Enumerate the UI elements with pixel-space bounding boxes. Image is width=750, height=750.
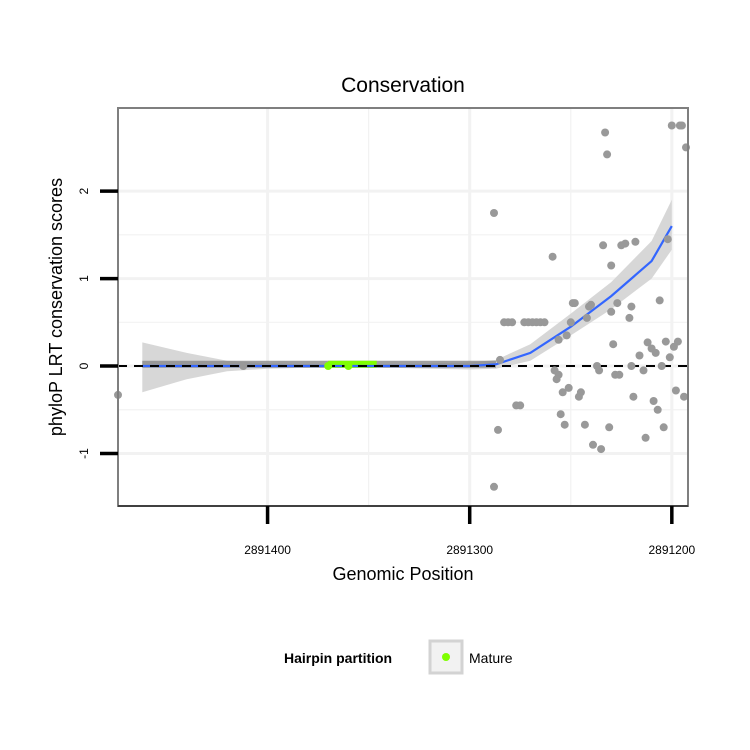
data-point-68 [564, 383, 573, 392]
data-point-38 [603, 150, 612, 159]
y-axis: -1 0 1 2 [77, 187, 118, 459]
data-point-35 [597, 445, 606, 454]
data-point-71 [605, 423, 614, 432]
data-point-77 [659, 423, 668, 432]
data-point-30 [582, 313, 591, 322]
y-axis-title: phyloP LRT conservation scores [46, 178, 66, 436]
grid-lines [118, 108, 688, 506]
data-point-39 [607, 307, 616, 316]
x-tick-label-2: 2891200 [648, 543, 695, 557]
data-point-12 [516, 401, 525, 410]
smooth-confidence-ribbon [142, 199, 672, 393]
data-point-60 [671, 386, 680, 395]
data-point-52 [643, 338, 652, 347]
legend-mature-dot [442, 653, 450, 661]
y-tick-label-2: 1 [77, 275, 91, 282]
x-axis: 2891400 2891300 2891200 [118, 505, 696, 557]
data-point-41 [609, 340, 618, 349]
data-point-63 [677, 121, 686, 130]
legend-label-mature: Mature [469, 650, 513, 666]
data-point-32 [587, 300, 595, 309]
data-point-25 [566, 318, 575, 327]
data-point-79 [669, 342, 678, 351]
x-tick-label-1: 2891300 [446, 543, 493, 557]
data-point-45 [621, 239, 630, 248]
data-point-65 [552, 375, 561, 384]
data-point-4 [490, 209, 498, 217]
data-point-73 [629, 392, 638, 401]
data-point-59 [667, 121, 676, 130]
data-point-18 [540, 318, 549, 327]
data-point-7 [496, 355, 504, 364]
data-point-37 [601, 128, 610, 137]
data-point-67 [560, 420, 569, 429]
data-point-10 [508, 318, 517, 327]
legend-title: Hairpin partition [284, 650, 392, 666]
data-point-5 [494, 425, 502, 434]
data-point-2 [324, 362, 333, 370]
x-tick-label-0: 2891400 [244, 543, 291, 557]
data-point-23 [558, 388, 567, 397]
data-point-51 [639, 366, 648, 375]
data-point-36 [599, 241, 608, 250]
y-tick-label-1: 0 [77, 362, 91, 369]
data-point-19 [548, 252, 557, 261]
data-point-69 [576, 388, 585, 397]
data-point-57 [661, 337, 670, 346]
data-point-56 [657, 362, 666, 370]
plot-panel [114, 107, 690, 507]
legend: Hairpin partition Mature [284, 639, 513, 675]
data-point-6 [490, 482, 498, 491]
data-point-27 [570, 299, 579, 308]
chart-title: Conservation [341, 74, 465, 97]
data-point-74 [641, 433, 650, 442]
data-point-55 [653, 405, 662, 414]
data-point-76 [655, 296, 664, 305]
data-point-46 [625, 313, 634, 322]
data-point-22 [554, 335, 563, 344]
data-point-47 [627, 302, 636, 311]
data-point-29 [580, 420, 589, 429]
data-point-24 [562, 331, 571, 340]
data-point-43 [613, 299, 622, 308]
x-axis-title: Genomic Position [332, 564, 473, 584]
data-point-66 [556, 410, 565, 419]
data-point-40 [607, 261, 616, 270]
data-point-48 [627, 362, 636, 370]
data-point-78 [665, 353, 674, 362]
data-point-54 [651, 348, 660, 357]
y-tick-label-0: -1 [77, 448, 91, 459]
data-point-58 [663, 235, 672, 244]
data-point-80 [680, 392, 688, 401]
data-point-1 [239, 362, 248, 370]
data-point-50 [635, 351, 644, 360]
data-points [114, 121, 690, 491]
data-point-34 [595, 366, 604, 375]
data-point-70 [589, 440, 597, 449]
data-point-72 [615, 370, 624, 379]
legend-key-mature [428, 639, 464, 675]
y-tick-label-3: 2 [77, 187, 91, 194]
data-point-3 [344, 362, 353, 370]
data-point-75 [649, 397, 658, 405]
data-point-49 [631, 237, 640, 246]
